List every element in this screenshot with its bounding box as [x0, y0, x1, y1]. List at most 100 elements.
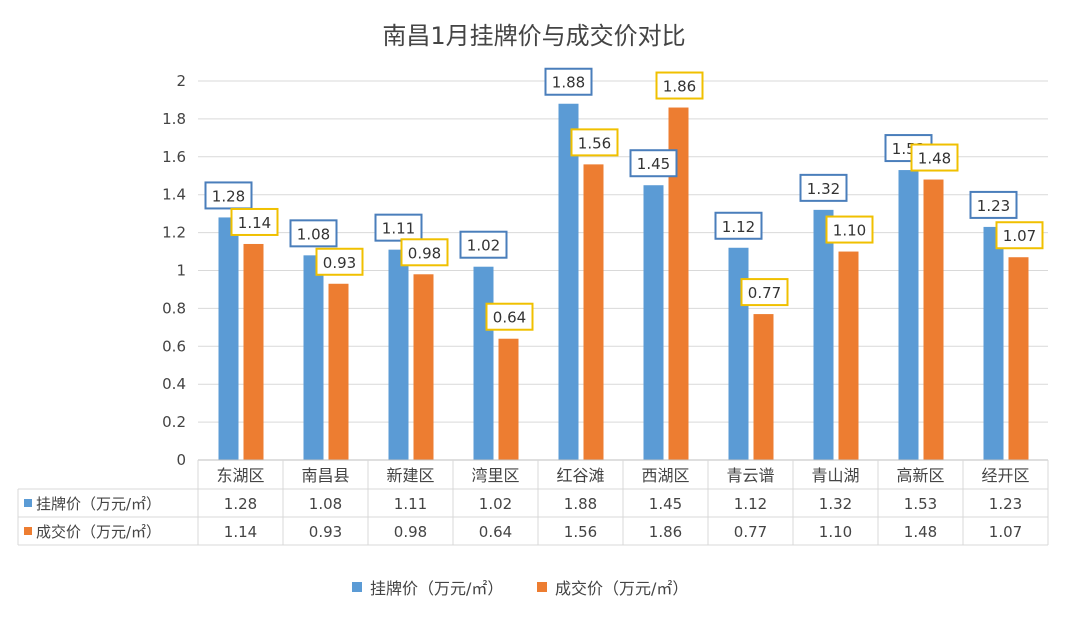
bar-listing: [473, 266, 494, 460]
bar-listing: [898, 170, 919, 460]
y-tick-label: 0.2: [162, 413, 186, 431]
data-label: 1.32: [807, 180, 840, 198]
chart-title: 南昌1月挂牌价与成交价对比: [382, 22, 685, 50]
table-cell: 1.11: [394, 495, 427, 513]
legend-label: 成交价（万元/㎡）: [555, 579, 688, 598]
data-label-box: [714, 211, 763, 240]
data-label-box: [825, 215, 874, 244]
category-label: 湾里区: [471, 466, 519, 485]
data-label: 1.08: [297, 225, 330, 243]
bar-deal: [328, 283, 349, 460]
legend-marker-icon: [537, 582, 547, 592]
data-label-box: [459, 230, 508, 259]
data-label-box: [969, 190, 1018, 219]
data-label-box: [799, 173, 848, 202]
data-label-box: [570, 128, 619, 157]
bar-deal: [668, 107, 689, 460]
y-tick-label: 0: [176, 451, 186, 469]
data-label: 0.64: [493, 309, 526, 327]
bar-listing: [983, 226, 1004, 460]
data-label: 1.45: [637, 155, 670, 173]
table-cell: 1.48: [904, 523, 937, 541]
table-cell: 1.10: [819, 523, 852, 541]
table-cell: 1.88: [564, 495, 597, 513]
category-label: 西湖区: [641, 466, 689, 485]
data-label: 1.88: [552, 74, 585, 92]
table-cell: 0.98: [394, 523, 427, 541]
category-label: 红谷滩: [556, 466, 604, 485]
data-label: 0.98: [408, 244, 441, 262]
data-label-box: [230, 207, 279, 236]
y-tick-label: 1.8: [162, 110, 186, 128]
category-label: 东湖区: [216, 466, 264, 485]
data-label-box: [655, 71, 704, 100]
bar-deal: [243, 243, 264, 460]
legend-key-icon: [24, 499, 32, 507]
category-label: 高新区: [896, 466, 944, 485]
y-tick-label: 0.8: [162, 299, 186, 317]
y-tick-label: 1.4: [162, 186, 186, 204]
bar-listing: [303, 255, 324, 460]
table-cell: 1.32: [819, 495, 852, 513]
data-label: 1.14: [238, 214, 271, 232]
data-label-box: [374, 213, 423, 242]
category-label: 新建区: [386, 466, 434, 485]
category-label: 南昌县: [301, 466, 349, 485]
data-label: 1.12: [722, 218, 755, 236]
bar-deal: [753, 314, 774, 460]
legend-key-icon: [24, 527, 32, 535]
bar-listing: [558, 103, 579, 461]
data-label-box: [400, 238, 449, 267]
data-label: 1.23: [977, 197, 1010, 215]
data-label-box: [629, 149, 678, 178]
y-tick-label: 2: [176, 72, 186, 90]
bar-deal: [838, 251, 859, 460]
data-label-box: [485, 302, 534, 331]
bar-listing: [218, 217, 239, 460]
table-cell: 0.64: [479, 523, 512, 541]
table-cell: 1.07: [989, 523, 1022, 541]
table-cell: 1.14: [224, 523, 257, 541]
bar-deal: [498, 338, 519, 460]
table-cell: 1.02: [479, 495, 512, 513]
table-cell: 1.86: [649, 523, 682, 541]
data-label: 0.77: [748, 284, 781, 302]
y-tick-label: 1: [176, 262, 186, 280]
data-label: 1.28: [212, 187, 245, 205]
data-label: 1.86: [663, 78, 696, 96]
table-cell: 0.93: [309, 523, 342, 541]
data-label-box: [315, 247, 364, 276]
data-label-box: [740, 278, 789, 307]
data-label: 0.93: [323, 254, 356, 272]
data-label: 1.48: [918, 150, 951, 168]
data-label: 1.02: [467, 237, 500, 255]
legend-marker-icon: [352, 582, 362, 592]
bar-deal: [1008, 257, 1029, 460]
y-tick-label: 0.6: [162, 337, 186, 355]
data-label-box: [544, 67, 593, 96]
table-cell: 1.56: [564, 523, 597, 541]
data-label: 1.56: [578, 134, 611, 152]
table-cell: 1.45: [649, 495, 682, 513]
data-label: 1.07: [1003, 227, 1036, 245]
data-label-box: [910, 143, 959, 172]
data-label-box: [289, 219, 338, 248]
data-label: 1.10: [833, 222, 866, 240]
y-tick-label: 1.6: [162, 148, 186, 166]
legend-label: 挂牌价（万元/㎡）: [370, 579, 503, 598]
bar-deal: [923, 179, 944, 461]
bar-listing: [813, 209, 834, 460]
category-label: 青山湖: [811, 466, 859, 485]
y-tick-label: 1.2: [162, 224, 186, 242]
y-tick-label: 0.4: [162, 375, 186, 393]
bar-listing: [643, 185, 664, 460]
bar-deal: [583, 164, 604, 460]
data-label-box: [995, 221, 1044, 250]
table-cell: 0.77: [734, 523, 767, 541]
bar-listing: [388, 249, 409, 460]
table-series-name: 成交价（万元/㎡）: [36, 523, 161, 541]
table-series-name: 挂牌价（万元/㎡）: [36, 495, 161, 513]
table-cell: 1.28: [224, 495, 257, 513]
table-cell: 1.53: [904, 495, 937, 513]
